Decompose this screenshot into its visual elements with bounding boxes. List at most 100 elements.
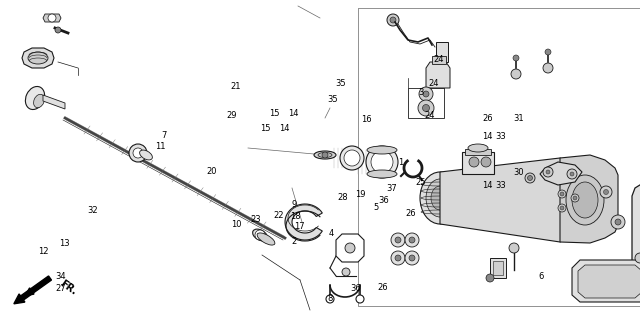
Polygon shape xyxy=(632,180,640,285)
Text: 20: 20 xyxy=(206,167,216,176)
Circle shape xyxy=(419,87,433,101)
Circle shape xyxy=(545,49,551,55)
Circle shape xyxy=(546,170,550,174)
Circle shape xyxy=(543,167,553,177)
Circle shape xyxy=(345,243,355,253)
Ellipse shape xyxy=(314,151,336,159)
Ellipse shape xyxy=(140,150,152,160)
Circle shape xyxy=(390,17,396,23)
Text: 9: 9 xyxy=(292,200,297,208)
Text: 30: 30 xyxy=(513,168,524,177)
Circle shape xyxy=(635,253,640,263)
Text: 14: 14 xyxy=(483,132,493,141)
Circle shape xyxy=(560,192,564,196)
Text: 32: 32 xyxy=(88,206,98,215)
Circle shape xyxy=(513,55,519,61)
Text: FR.: FR. xyxy=(58,279,79,297)
Ellipse shape xyxy=(426,179,454,217)
Text: 26: 26 xyxy=(378,283,388,292)
Circle shape xyxy=(387,14,399,26)
Circle shape xyxy=(558,190,566,198)
Circle shape xyxy=(469,157,479,167)
Circle shape xyxy=(525,173,535,183)
Text: 12: 12 xyxy=(38,247,49,256)
Ellipse shape xyxy=(257,233,275,245)
Circle shape xyxy=(356,295,364,303)
FancyArrow shape xyxy=(14,276,51,304)
Text: 24: 24 xyxy=(434,55,444,63)
Text: 17: 17 xyxy=(294,222,305,230)
Text: 14: 14 xyxy=(288,109,298,117)
Text: 26: 26 xyxy=(483,114,493,123)
Ellipse shape xyxy=(340,146,364,170)
Circle shape xyxy=(391,233,405,247)
Circle shape xyxy=(395,237,401,243)
Polygon shape xyxy=(572,260,640,302)
Circle shape xyxy=(255,230,265,240)
Text: 22: 22 xyxy=(273,211,284,219)
Text: 36: 36 xyxy=(351,284,361,293)
Text: 8: 8 xyxy=(328,294,333,303)
Ellipse shape xyxy=(253,229,268,241)
Circle shape xyxy=(511,69,521,79)
Bar xyxy=(462,152,494,174)
Circle shape xyxy=(133,148,143,158)
Polygon shape xyxy=(426,62,450,88)
Text: 26: 26 xyxy=(406,209,416,218)
Ellipse shape xyxy=(431,186,449,210)
Text: 33: 33 xyxy=(495,181,506,190)
Polygon shape xyxy=(440,158,580,242)
Circle shape xyxy=(409,255,415,261)
Bar xyxy=(408,88,444,118)
Polygon shape xyxy=(22,48,54,68)
Text: 4: 4 xyxy=(329,230,334,238)
Ellipse shape xyxy=(371,151,393,173)
Text: 5: 5 xyxy=(374,203,379,212)
Text: 33: 33 xyxy=(495,132,506,141)
Polygon shape xyxy=(285,204,323,240)
Text: 25: 25 xyxy=(416,178,426,187)
Text: 35: 35 xyxy=(335,79,346,88)
Bar xyxy=(465,149,491,155)
Text: 10: 10 xyxy=(232,220,242,229)
Circle shape xyxy=(604,190,609,194)
Bar xyxy=(358,8,640,306)
Ellipse shape xyxy=(33,94,44,108)
Circle shape xyxy=(527,176,532,181)
Circle shape xyxy=(567,169,577,179)
Text: 1: 1 xyxy=(398,158,403,167)
Text: 2: 2 xyxy=(292,237,297,246)
Text: 23: 23 xyxy=(251,215,261,224)
Circle shape xyxy=(560,206,564,210)
Circle shape xyxy=(422,105,429,111)
Text: 31: 31 xyxy=(513,114,524,123)
Polygon shape xyxy=(540,162,582,185)
Circle shape xyxy=(55,27,61,33)
Ellipse shape xyxy=(367,146,397,154)
Ellipse shape xyxy=(468,144,488,152)
Bar xyxy=(436,42,448,62)
Text: 15: 15 xyxy=(269,109,279,117)
Text: 35: 35 xyxy=(328,95,338,104)
Circle shape xyxy=(509,243,519,253)
Text: 14: 14 xyxy=(483,181,493,190)
Text: 13: 13 xyxy=(59,239,69,248)
Text: 29: 29 xyxy=(227,111,237,120)
Circle shape xyxy=(409,237,415,243)
Circle shape xyxy=(129,144,147,162)
Circle shape xyxy=(600,186,612,198)
Bar xyxy=(493,261,503,275)
Text: 37: 37 xyxy=(387,184,397,193)
Circle shape xyxy=(48,14,56,22)
Text: 3: 3 xyxy=(419,88,424,97)
Circle shape xyxy=(611,215,625,229)
Polygon shape xyxy=(560,155,618,243)
Ellipse shape xyxy=(420,172,460,224)
Polygon shape xyxy=(336,234,364,262)
Text: 7: 7 xyxy=(162,131,167,140)
Circle shape xyxy=(326,295,334,303)
Polygon shape xyxy=(578,265,640,298)
Circle shape xyxy=(543,63,553,73)
Text: 18: 18 xyxy=(291,212,301,221)
Circle shape xyxy=(322,152,328,158)
